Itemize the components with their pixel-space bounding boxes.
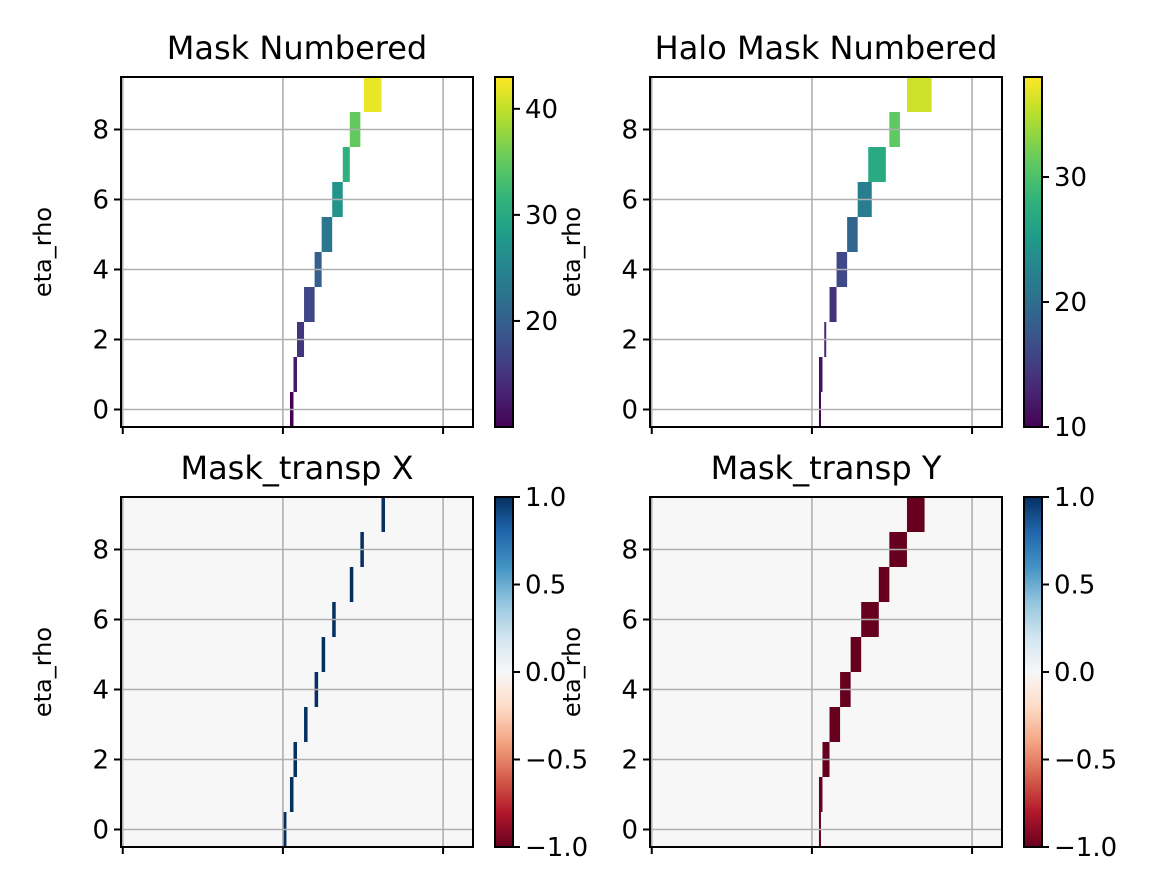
colorbar-tick-label: 0.5 <box>1054 571 1095 601</box>
y-tick-label: 4 <box>621 676 638 706</box>
heatmap-cell <box>363 77 382 112</box>
colorbar <box>1023 496 1043 848</box>
chart-panel-3: 0 2 4 6 8 Mask_transp Y eta_rho −1.0 −0.5 0.0 0.5 1… <box>558 449 1117 863</box>
chart-panel-1: 0 2 4 6 8 Halo Mask Numbered eta_rho 10 20 30 <box>558 29 1087 443</box>
y-tick-label: 0 <box>621 816 638 846</box>
y-tick-label: 4 <box>92 256 109 286</box>
y-tick-label: 0 <box>92 396 109 426</box>
heatmap-cell <box>906 497 925 532</box>
y-tick-label: 2 <box>621 326 638 356</box>
colorbar-tick-label: −1.0 <box>1054 833 1117 863</box>
colorbar-tick-label: 40 <box>525 95 558 125</box>
y-tick-label: 4 <box>621 256 638 286</box>
colorbar-tick-label: 20 <box>525 307 558 337</box>
heatmap-cell <box>829 287 837 322</box>
heatmap-cell <box>304 287 315 322</box>
y-tick-label: 6 <box>92 186 109 216</box>
colorbar-tick-label: 1.0 <box>525 483 566 513</box>
y-tick-label: 0 <box>92 816 109 846</box>
chart-title: Mask Numbered <box>167 29 427 67</box>
heatmap-cell <box>829 707 841 742</box>
colorbar-tick-label: 0.0 <box>525 658 566 688</box>
chart-title: Mask_transp X <box>180 449 413 487</box>
colorbar-tick-label: 1.0 <box>1054 483 1095 513</box>
heatmap-cell <box>349 567 354 602</box>
y-tick-label: 8 <box>621 116 638 146</box>
heatmap-cell <box>289 777 294 812</box>
colorbar-tick-label: −0.5 <box>525 746 588 776</box>
y-tick-label: 8 <box>621 536 638 566</box>
colorbar-tick-label: 20 <box>1054 288 1087 318</box>
chart-panel-2: 0 2 4 6 8 Mask_transp X eta_rho −1.0 −0.5 0.0 0.5 1… <box>29 449 588 863</box>
colorbar-tick-label: 0.5 <box>525 571 566 601</box>
colorbar <box>1023 76 1043 428</box>
y-tick-label: 8 <box>92 116 109 146</box>
colorbar-tick-label: 10 <box>1054 413 1087 443</box>
y-tick-label: 2 <box>621 746 638 776</box>
heatmap-cell <box>850 637 862 672</box>
y-axis-label: eta_rho <box>29 207 57 297</box>
heatmap-cell <box>342 147 350 182</box>
y-tick-label: 6 <box>621 186 638 216</box>
chart-panel-0: 0 2 4 6 8 Mask Numbered eta_rho 20 30 40 <box>29 29 558 434</box>
y-tick-label: 8 <box>92 536 109 566</box>
colorbar <box>494 76 514 428</box>
heatmap-cell <box>304 707 308 742</box>
y-tick-label: 6 <box>92 606 109 636</box>
heatmap-cell <box>818 777 823 812</box>
chart-title: Mask_transp Y <box>711 449 942 487</box>
colorbar-tick-label: −0.5 <box>1054 746 1117 776</box>
plot-background <box>650 497 1002 847</box>
colorbar-tick-label: 30 <box>525 201 558 231</box>
y-axis-label: eta_rho <box>558 627 586 717</box>
heatmap-cell <box>818 357 823 392</box>
heatmap-cell <box>381 497 385 532</box>
heatmap-cell <box>868 147 886 182</box>
heatmap-cell <box>847 217 858 252</box>
colorbar-tick-label: 0.0 <box>1054 658 1095 688</box>
y-axis-label: eta_rho <box>29 627 57 717</box>
y-tick-label: 6 <box>621 606 638 636</box>
axes-frame <box>120 76 474 428</box>
colorbar-tick-label: 30 <box>1054 163 1087 193</box>
y-axis-label: eta_rho <box>558 207 586 297</box>
heatmap-cell <box>878 567 890 602</box>
heatmap-cell <box>321 637 326 672</box>
y-tick-label: 2 <box>92 326 109 356</box>
colorbar <box>494 496 514 848</box>
heatmap-cell <box>293 357 297 392</box>
axes-frame <box>649 76 1003 428</box>
axes-frame <box>120 496 474 848</box>
plot-background <box>121 497 473 847</box>
heatmap-cell <box>321 217 333 252</box>
heatmap-cell <box>906 77 932 112</box>
chart-title: Halo Mask Numbered <box>655 29 998 67</box>
colorbar-tick-label: −1.0 <box>525 833 588 863</box>
axes-frame <box>649 496 1003 848</box>
y-tick-label: 2 <box>92 746 109 776</box>
y-tick-label: 0 <box>621 396 638 426</box>
y-tick-label: 4 <box>92 676 109 706</box>
